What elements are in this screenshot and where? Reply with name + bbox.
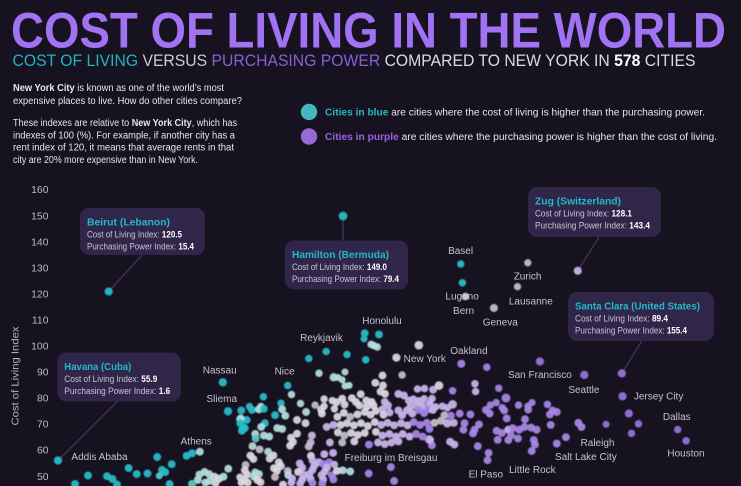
svg-text:Reykjavik: Reykjavik <box>300 333 344 344</box>
svg-text:Cost of Living Index: Cost of Living Index <box>11 327 22 426</box>
svg-text:Purchasing Power Index: 79.4: Purchasing Power Index: 79.4 <box>292 274 399 284</box>
svg-text:Cost of Living Index: 89.4: Cost of Living Index: 89.4 <box>575 314 668 324</box>
svg-text:Cost of Living Index: 149.0: Cost of Living Index: 149.0 <box>292 262 387 272</box>
svg-text:50: 50 <box>37 472 49 483</box>
svg-text:Lugano: Lugano <box>445 292 479 303</box>
svg-text:expensive places to live. How: expensive places to live. How do other c… <box>13 96 242 107</box>
svg-text:Lausanne: Lausanne <box>509 297 553 308</box>
svg-text:rent index of 120, it means th: rent index of 120, it means that average… <box>13 143 234 154</box>
svg-text:Little Rock: Little Rock <box>509 465 557 476</box>
svg-text:COST OF LIVING VERSUS PURCHASI: COST OF LIVING VERSUS PURCHASING POWER C… <box>13 51 696 70</box>
svg-text:Jersey City: Jersey City <box>634 392 683 403</box>
svg-text:Nassau: Nassau <box>203 366 237 377</box>
svg-text:Purchasing Power Index: 155.4: Purchasing Power Index: 155.4 <box>575 326 687 336</box>
svg-text:COST OF LIVING IN THE WORLD: COST OF LIVING IN THE WORLD <box>11 3 726 59</box>
svg-text:Santa Clara (United States): Santa Clara (United States) <box>575 302 700 313</box>
svg-text:Geneva: Geneva <box>483 317 518 328</box>
svg-text:100: 100 <box>31 342 49 353</box>
svg-text:Nice: Nice <box>275 367 295 378</box>
svg-text:Salt Lake City: Salt Lake City <box>555 452 617 463</box>
svg-text:These indexes are relative to: These indexes are relative to New York C… <box>13 118 237 129</box>
svg-text:Seattle: Seattle <box>568 385 600 396</box>
svg-text:Houston: Houston <box>667 448 704 459</box>
svg-text:El Paso: El Paso <box>469 469 504 480</box>
svg-text:New York City is known as one: New York City is known as one of the wor… <box>13 83 224 94</box>
svg-text:indexes of 100 (%). For exampl: indexes of 100 (%). For example, if anot… <box>13 130 235 141</box>
svg-text:60: 60 <box>37 446 49 457</box>
svg-text:Cities in blue are cities wher: Cities in blue are cities where the cost… <box>325 108 705 119</box>
svg-text:130: 130 <box>31 263 49 274</box>
svg-text:Zurich: Zurich <box>514 272 542 283</box>
svg-text:110: 110 <box>32 315 49 326</box>
svg-text:Purchasing Power Index: 1.6: Purchasing Power Index: 1.6 <box>64 386 170 396</box>
svg-text:70: 70 <box>37 420 49 431</box>
svg-text:Honolulu: Honolulu <box>362 316 401 327</box>
svg-text:120: 120 <box>31 289 49 300</box>
svg-text:140: 140 <box>31 237 49 248</box>
svg-text:Havana (Cuba): Havana (Cuba) <box>64 362 131 373</box>
svg-text:90: 90 <box>37 368 49 379</box>
svg-text:Oakland: Oakland <box>450 346 487 357</box>
svg-text:Sliema: Sliema <box>207 394 238 405</box>
svg-text:San Francisco: San Francisco <box>508 370 572 381</box>
svg-text:150: 150 <box>31 211 49 222</box>
svg-text:Dallas: Dallas <box>663 412 691 423</box>
svg-text:Bern: Bern <box>453 306 474 317</box>
svg-text:Purchasing Power Index: 143.4: Purchasing Power Index: 143.4 <box>535 221 650 231</box>
svg-text:Cost of Living Index: 120.5: Cost of Living Index: 120.5 <box>87 230 182 240</box>
svg-text:city are 20% more expensive th: city are 20% more expensive than in New … <box>13 155 198 166</box>
svg-text:Cost of Living Index: 55.9: Cost of Living Index: 55.9 <box>64 374 157 384</box>
svg-text:Cities in purple are cities wh: Cities in purple are cities where the pu… <box>325 132 717 143</box>
svg-text:Basel: Basel <box>448 246 473 257</box>
svg-text:Freiburg im Breisgau: Freiburg im Breisgau <box>345 453 438 464</box>
svg-text:Cost of Living Index: 128.1: Cost of Living Index: 128.1 <box>535 209 632 219</box>
svg-text:Raleigh: Raleigh <box>581 438 615 449</box>
svg-text:Beirut (Lebanon): Beirut (Lebanon) <box>87 218 170 229</box>
svg-text:160: 160 <box>31 185 49 196</box>
svg-text:Zug (Switzerland): Zug (Switzerland) <box>535 197 621 208</box>
svg-text:Addis Ababa: Addis Ababa <box>71 452 128 463</box>
svg-text:Athens: Athens <box>181 437 212 448</box>
svg-text:80: 80 <box>37 394 49 405</box>
svg-text:Purchasing Power Index: 15.4: Purchasing Power Index: 15.4 <box>87 242 194 252</box>
svg-text:Hamilton (Bermuda): Hamilton (Bermuda) <box>292 250 389 261</box>
svg-text:New York: New York <box>404 354 447 365</box>
